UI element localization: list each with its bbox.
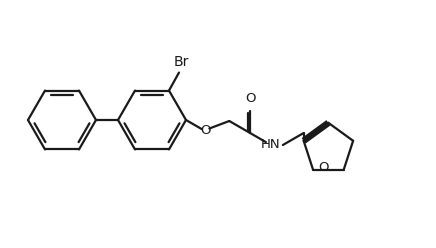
Text: O: O	[318, 161, 329, 174]
Text: HN: HN	[261, 138, 281, 152]
Text: O: O	[200, 124, 210, 137]
Text: Br: Br	[174, 55, 189, 68]
Text: O: O	[245, 92, 255, 105]
